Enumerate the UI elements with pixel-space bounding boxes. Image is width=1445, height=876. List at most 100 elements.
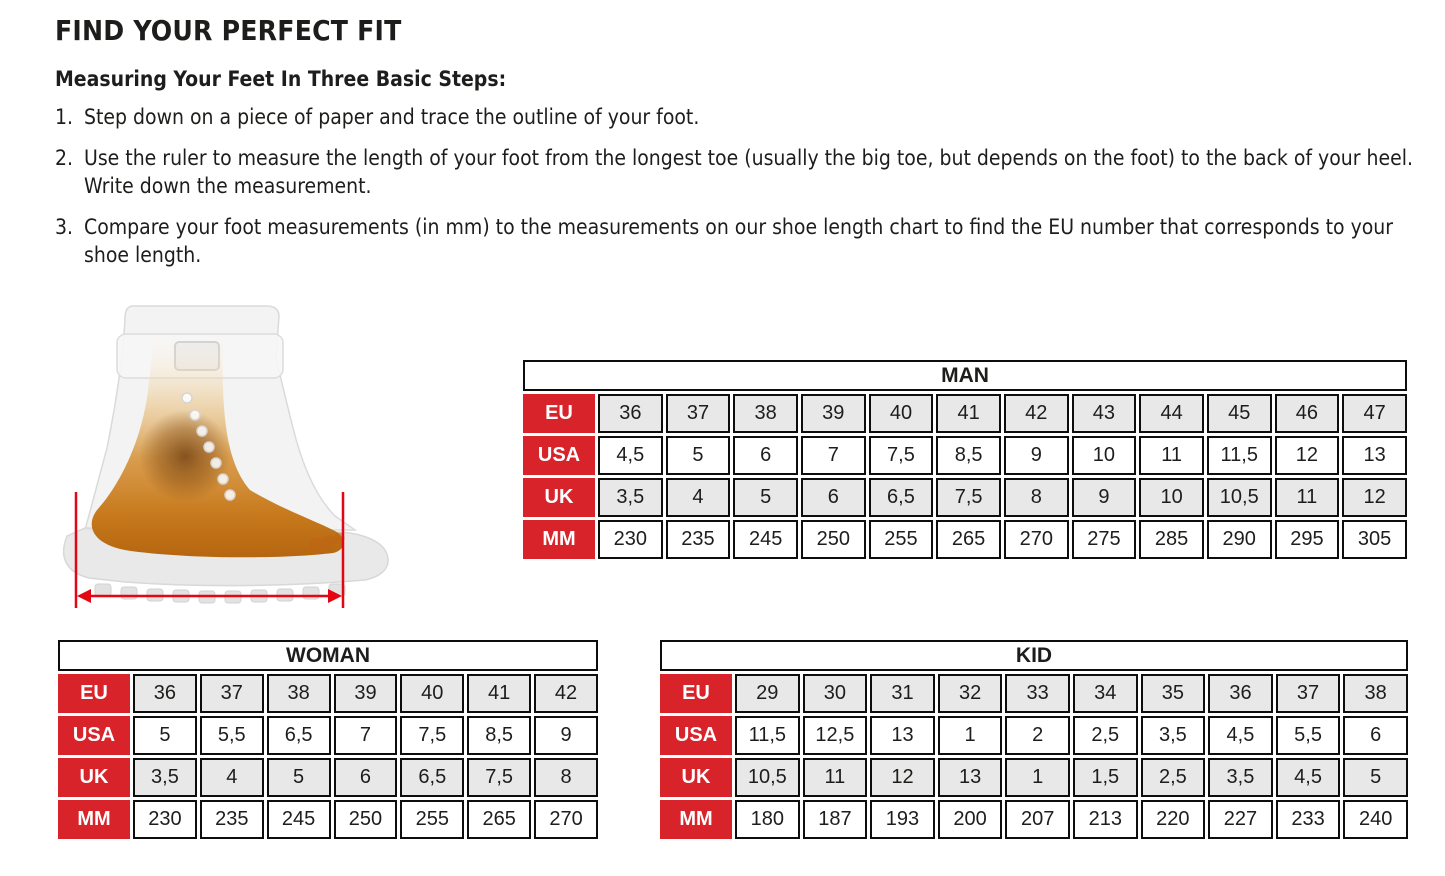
size-cell: 187 <box>802 800 868 839</box>
step-item: 1. Step down on a piece of paper and tra… <box>55 103 1423 131</box>
step-item: 2. Use the ruler to measure the length o… <box>55 144 1423 200</box>
table-title: KID <box>660 640 1408 671</box>
row-label-mm: MM <box>660 800 732 839</box>
kid-size-table: KID EU 29 30 31 32 33 34 35 36 37 38 USA 11,5 12,5 13 1 2… <box>657 637 1411 842</box>
size-cell: 207 <box>1005 800 1070 839</box>
size-cell: 6 <box>1343 716 1408 755</box>
size-cell: 5 <box>133 716 197 755</box>
size-cell: 3,5 <box>1140 716 1206 755</box>
size-cell: 13 <box>870 716 935 755</box>
size-cell: 11 <box>802 758 868 797</box>
size-cell: 32 <box>937 674 1003 713</box>
size-cell: 7,5 <box>400 716 465 755</box>
size-cell: 305 <box>1342 520 1407 559</box>
size-cell: 8,5 <box>936 436 1001 475</box>
page-title: FIND YOUR PERFECT FIT <box>55 14 402 47</box>
size-cell: 4,5 <box>1275 758 1341 797</box>
row-label-usa: USA <box>58 716 130 755</box>
row-label-uk: UK <box>523 478 595 517</box>
size-cell: 255 <box>868 520 934 559</box>
size-cell: 37 <box>1275 674 1341 713</box>
size-cell: 180 <box>735 800 800 839</box>
size-cell: 240 <box>1343 800 1408 839</box>
ankle-bone <box>139 410 231 502</box>
size-cell: 36 <box>1208 674 1273 713</box>
step-text: Step down on a piece of paper and trace … <box>84 105 700 129</box>
size-cell: 2 <box>1005 716 1070 755</box>
size-cell: 6,5 <box>400 758 465 797</box>
size-cell: 285 <box>1139 520 1204 559</box>
row-label-uk: UK <box>660 758 732 797</box>
size-cell: 44 <box>1139 394 1204 433</box>
measurement-arrow-icon <box>74 492 345 608</box>
size-cell: 250 <box>333 800 398 839</box>
size-cell: 11,5 <box>735 716 800 755</box>
size-cell: 39 <box>333 674 398 713</box>
size-cell: 245 <box>266 800 331 839</box>
step-item: 3. Compare your foot measurements (in mm… <box>55 213 1423 269</box>
size-cell: 4,5 <box>1208 716 1273 755</box>
size-cell: 40 <box>400 674 465 713</box>
section-subtitle: Measuring Your Feet In Three Basic Steps… <box>55 67 507 91</box>
size-cell: 42 <box>534 674 598 713</box>
size-cell: 46 <box>1274 394 1340 433</box>
size-cell: 9 <box>1071 478 1137 517</box>
row-label-eu: EU <box>523 394 595 433</box>
size-cell: 8,5 <box>467 716 532 755</box>
size-cell: 5 <box>1343 758 1408 797</box>
size-cell: 38 <box>1343 674 1408 713</box>
size-cell: 33 <box>1005 674 1070 713</box>
row-label-uk: UK <box>58 758 130 797</box>
size-cell: 1,5 <box>1072 758 1138 797</box>
size-cell: 11 <box>1274 478 1340 517</box>
size-cell: 255 <box>400 800 465 839</box>
size-cell: 250 <box>800 520 866 559</box>
boot-foot-xray-icon <box>62 305 389 608</box>
size-cell: 5 <box>266 758 331 797</box>
size-cell: 213 <box>1072 800 1138 839</box>
size-cell: 37 <box>199 674 264 713</box>
size-cell: 3,5 <box>598 478 663 517</box>
size-cell: 7,5 <box>936 478 1001 517</box>
size-cell: 35 <box>1140 674 1206 713</box>
size-cell: 10,5 <box>1206 478 1272 517</box>
size-cell: 200 <box>937 800 1003 839</box>
size-cell: 5 <box>733 478 798 517</box>
size-cell: 7 <box>333 716 398 755</box>
size-cell: 34 <box>1072 674 1138 713</box>
size-cell: 270 <box>1003 520 1069 559</box>
woman-size-table: WOMAN EU 36 37 38 39 40 41 42 USA 5 5,5 6,5 7 7,5 8,5 9 U… <box>55 637 601 842</box>
size-cell: 1 <box>937 716 1003 755</box>
size-cell: 4 <box>665 478 731 517</box>
boot-foot-xray-figure <box>55 298 395 622</box>
size-cell: 220 <box>1140 800 1206 839</box>
size-cell: 265 <box>467 800 532 839</box>
size-cell: 230 <box>133 800 197 839</box>
size-cell: 13 <box>1342 436 1407 475</box>
size-cell: 2,5 <box>1072 716 1138 755</box>
size-cell: 227 <box>1208 800 1273 839</box>
step-number: 3. <box>55 215 74 239</box>
lace-eyelets-icon <box>181 392 236 501</box>
size-cell: 295 <box>1274 520 1340 559</box>
size-cell: 233 <box>1275 800 1341 839</box>
size-cell: 8 <box>534 758 598 797</box>
size-cell: 7 <box>800 436 866 475</box>
step-text: Use the ruler to measure the length of y… <box>84 146 1413 198</box>
size-cell: 13 <box>937 758 1003 797</box>
size-cell: 9 <box>1003 436 1069 475</box>
size-cell: 2,5 <box>1140 758 1206 797</box>
size-cell: 5,5 <box>1275 716 1341 755</box>
size-cell: 6,5 <box>266 716 331 755</box>
row-label-mm: MM <box>58 800 130 839</box>
size-cell: 12 <box>870 758 935 797</box>
size-cell: 270 <box>534 800 598 839</box>
size-cell: 230 <box>598 520 663 559</box>
size-cell: 41 <box>936 394 1001 433</box>
size-cell: 235 <box>665 520 731 559</box>
size-cell: 12 <box>1342 478 1407 517</box>
size-cell: 38 <box>266 674 331 713</box>
size-cell: 290 <box>1206 520 1272 559</box>
size-cell: 4 <box>199 758 264 797</box>
size-cell: 3,5 <box>1208 758 1273 797</box>
